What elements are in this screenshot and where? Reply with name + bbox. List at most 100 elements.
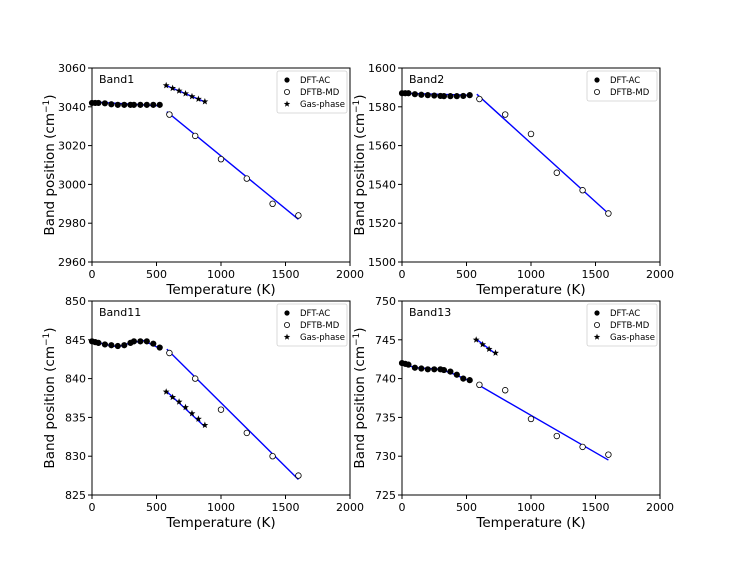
y-tick-label: 1540 xyxy=(368,178,396,191)
legend: DFT-AC DFTB-MD xyxy=(586,70,658,102)
gas-phase-point-3 xyxy=(492,349,499,356)
dftb-md-point-1 xyxy=(502,111,509,118)
dftb-md-point-4 xyxy=(579,187,586,194)
gas-phase-point-3 xyxy=(182,90,189,97)
fit-line-fit-gas xyxy=(475,338,496,355)
dft-ac-point-12 xyxy=(466,92,473,99)
series-dftb-md xyxy=(166,349,302,479)
y-tick-label: 3020 xyxy=(58,140,86,153)
y-tick-label: 740 xyxy=(375,373,396,386)
dftb-md-point-0 xyxy=(476,381,483,389)
dft-ac-point-12 xyxy=(156,101,163,108)
dft-ac-point-10 xyxy=(143,101,150,108)
dft-ac-point-6 xyxy=(121,101,128,108)
gas-phase-point-0 xyxy=(472,336,480,343)
series-gas-phase xyxy=(162,388,209,429)
y-tick-label: 3060 xyxy=(58,62,86,75)
dft-ac-point-8 xyxy=(130,338,138,345)
x-axis-label: Temperature (K) xyxy=(475,282,585,298)
legend-label: DFTB-MD xyxy=(300,321,340,331)
gas-phase-point-5 xyxy=(195,415,202,422)
legend-label: Gas-phase xyxy=(300,333,345,343)
series-dft-ac xyxy=(88,338,163,351)
dft-ac-point-4 xyxy=(418,365,425,372)
dftb-md-point-2 xyxy=(217,406,225,413)
y-axis-label-sup: −1 xyxy=(42,100,52,113)
y-axis-label-end: ) xyxy=(42,94,58,99)
x-tick-label: 500 xyxy=(146,501,167,514)
dft-ac-point-9 xyxy=(447,368,454,375)
legend-label: DFT-AC xyxy=(610,309,640,319)
legend-label: DFTB-MD xyxy=(300,88,340,98)
fit-line-fit-low xyxy=(401,362,471,382)
dftb-md-point-4 xyxy=(269,453,276,460)
dftb-md-point-2 xyxy=(527,415,535,423)
series-gas-phase xyxy=(472,336,499,356)
gas-phase-point-3 xyxy=(182,403,189,411)
dft-ac-point-5 xyxy=(424,92,431,99)
y-axis-label: Band position (cm−1) xyxy=(42,94,58,235)
dft-ac-point-12 xyxy=(466,377,473,384)
dft-ac-point-2 xyxy=(405,90,412,97)
gas-phase-point-1 xyxy=(169,84,177,92)
x-axis-label: Temperature (K) xyxy=(165,515,275,531)
x-tick-label: 500 xyxy=(456,501,477,514)
panel-2: 0 500 1000 1500 2000 1500 1520 1540 1560 1580 1600… xyxy=(352,62,674,298)
y-tick-label: 1520 xyxy=(368,217,396,230)
dft-ac-point-4 xyxy=(418,91,425,98)
y-axis-label-main: Band position (cm xyxy=(42,346,58,469)
y-tick-label: 840 xyxy=(65,373,86,386)
dftb-md-point-0 xyxy=(476,95,483,103)
dftb-md-point-1 xyxy=(502,387,509,394)
legend-marker-dftb-md xyxy=(594,321,601,328)
gas-phase-point-5 xyxy=(195,95,202,102)
dft-ac-point-8 xyxy=(440,93,448,100)
dftb-md-point-3 xyxy=(553,169,560,176)
legend-marker-gas-phase xyxy=(283,333,291,340)
dft-ac-point-8 xyxy=(440,366,448,374)
x-tick-label: 1500 xyxy=(272,268,300,281)
fit-line-fit-high xyxy=(166,348,299,480)
y-tick-label: 2960 xyxy=(58,256,86,269)
dft-ac-point-6 xyxy=(121,342,128,349)
x-axis-label: Temperature (K) xyxy=(475,515,585,531)
legend-box xyxy=(276,303,348,347)
dftb-md-point-5 xyxy=(605,451,612,458)
dftb-md-point-0 xyxy=(166,111,173,118)
dft-ac-point-3 xyxy=(411,364,419,371)
y-tick-label: 845 xyxy=(65,334,86,347)
dft-ac-point-3 xyxy=(101,341,108,348)
legend-marker-dftb-md xyxy=(594,89,601,96)
gas-phase-point-0 xyxy=(162,81,170,89)
legend-box xyxy=(586,70,658,102)
dftb-md-point-4 xyxy=(579,443,586,451)
x-tick-label: 1000 xyxy=(207,501,235,514)
y-tick-label: 1500 xyxy=(368,256,396,269)
y-tick-label: 830 xyxy=(65,450,86,463)
dftb-md-point-2 xyxy=(217,155,225,163)
x-tick-label: 2000 xyxy=(646,268,674,281)
y-axis-label-main: Band position (cm xyxy=(352,346,368,469)
x-tick-label: 1000 xyxy=(517,501,545,514)
x-tick-label: 1500 xyxy=(272,501,300,514)
dft-ac-point-5 xyxy=(114,342,121,350)
dft-ac-point-2 xyxy=(95,339,102,347)
dft-ac-point-4 xyxy=(108,342,115,349)
y-tick-label: 725 xyxy=(375,489,396,502)
panel-title: Band2 xyxy=(409,73,444,86)
y-tick-label: 750 xyxy=(375,295,396,308)
legend-label: DFTB-MD xyxy=(610,88,650,98)
series-dft-ac xyxy=(398,359,473,384)
legend-box xyxy=(276,70,348,114)
legend-label: DFT-AC xyxy=(300,76,330,86)
y-tick-label: 3000 xyxy=(58,178,86,191)
x-tick-label: 1000 xyxy=(517,268,545,281)
panel-4: 0 500 1000 1500 2000 725 730 735 740 745 750 Temper… xyxy=(352,295,674,531)
panel-1: 0 500 1000 1500 2000 2960 2980 3000 3020 3040 3060… xyxy=(42,62,364,298)
panel-3: 0 500 1000 1500 2000 825 830 835 840 845 850 Temper… xyxy=(42,295,364,531)
dft-ac-point-6 xyxy=(431,92,438,99)
y-tick-label: 2980 xyxy=(58,217,86,230)
dftb-md-point-5 xyxy=(295,472,302,479)
x-tick-label: 1500 xyxy=(582,268,610,281)
x-tick-label: 0 xyxy=(89,501,96,514)
